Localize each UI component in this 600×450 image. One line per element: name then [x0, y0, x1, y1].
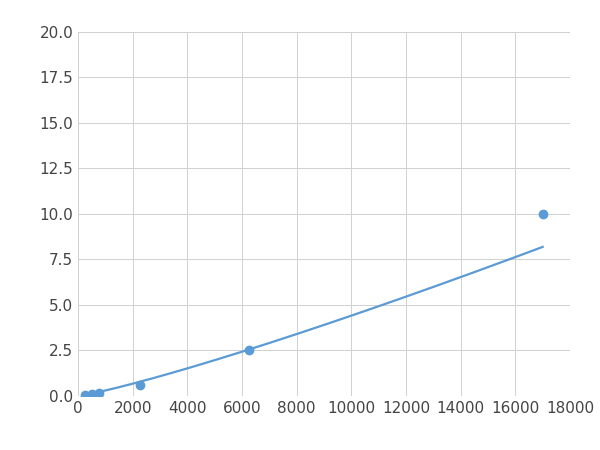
Point: [87, 390, 97, 397]
Point: [94, 389, 103, 396]
Point: [134, 382, 145, 389]
Point: [244, 347, 254, 354]
Point: [80, 391, 89, 398]
Point: [538, 210, 547, 217]
